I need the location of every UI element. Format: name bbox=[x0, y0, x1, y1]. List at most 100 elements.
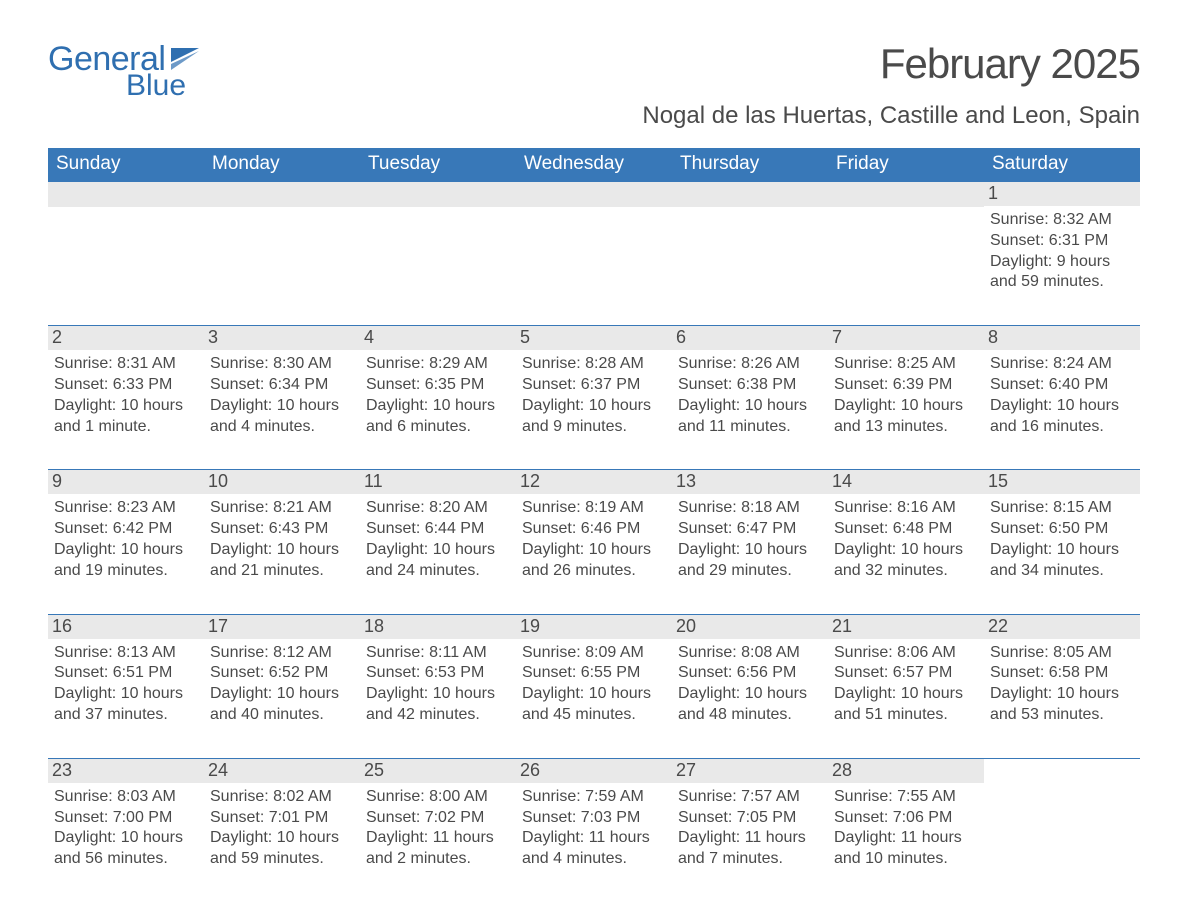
day-detail-line: Sunrise: 8:02 AM bbox=[210, 787, 354, 808]
day-detail-line: Sunset: 6:47 PM bbox=[678, 519, 822, 540]
day-detail-line: Sunset: 7:03 PM bbox=[522, 808, 666, 829]
logo-text-blue: Blue bbox=[126, 69, 186, 103]
day-detail-line: Sunrise: 8:18 AM bbox=[678, 498, 822, 519]
day-number: 12 bbox=[516, 470, 672, 494]
day-detail-line: Daylight: 10 hours and 6 minutes. bbox=[366, 396, 510, 438]
day-number: 18 bbox=[360, 615, 516, 639]
day-detail-line: Daylight: 10 hours and 42 minutes. bbox=[366, 684, 510, 726]
day-number: 6 bbox=[672, 326, 828, 350]
calendar-day-cell: 21Sunrise: 8:06 AMSunset: 6:57 PMDayligh… bbox=[828, 615, 984, 740]
day-details: Sunrise: 8:15 AMSunset: 6:50 PMDaylight:… bbox=[990, 498, 1134, 581]
weekday-header: Thursday bbox=[672, 148, 828, 182]
day-detail-line: Sunrise: 8:08 AM bbox=[678, 643, 822, 664]
day-number: 25 bbox=[360, 759, 516, 783]
day-detail-line: Sunrise: 7:59 AM bbox=[522, 787, 666, 808]
calendar-day-cell bbox=[204, 182, 360, 307]
day-number: 24 bbox=[204, 759, 360, 783]
day-details: Sunrise: 8:03 AMSunset: 7:00 PMDaylight:… bbox=[54, 787, 198, 870]
day-detail-line: Sunset: 6:51 PM bbox=[54, 663, 198, 684]
day-detail-line: Sunset: 6:56 PM bbox=[678, 663, 822, 684]
day-number: 15 bbox=[984, 470, 1140, 494]
title-block: February 2025 Nogal de las Huertas, Cast… bbox=[642, 40, 1140, 130]
day-number: 17 bbox=[204, 615, 360, 639]
day-detail-line: Daylight: 11 hours and 2 minutes. bbox=[366, 828, 510, 870]
day-detail-line: Sunset: 6:48 PM bbox=[834, 519, 978, 540]
weekday-header: Saturday bbox=[984, 148, 1140, 182]
day-detail-line: Daylight: 10 hours and 11 minutes. bbox=[678, 396, 822, 438]
day-detail-line: Sunrise: 8:03 AM bbox=[54, 787, 198, 808]
calendar-day-cell: 12 Sunrise: 8:19 AMSunset: 6:46 PMDayligh… bbox=[516, 470, 672, 595]
calendar-day-cell: 19Sunrise: 8:09 AMSunset: 6:55 PMDayligh… bbox=[516, 615, 672, 740]
calendar-day-cell bbox=[516, 182, 672, 307]
day-detail-line: Sunset: 6:52 PM bbox=[210, 663, 354, 684]
calendar-day-cell: 26Sunrise: 7:59 AMSunset: 7:03 PMDayligh… bbox=[516, 759, 672, 884]
day-detail-line: Daylight: 10 hours and 56 minutes. bbox=[54, 828, 198, 870]
day-detail-line: Sunrise: 8:06 AM bbox=[834, 643, 978, 664]
day-detail-line: Daylight: 10 hours and 29 minutes. bbox=[678, 540, 822, 582]
calendar: SundayMondayTuesdayWednesdayThursdayFrid… bbox=[48, 148, 1140, 884]
day-number: 1 bbox=[984, 182, 1140, 206]
calendar-day-cell: 18 Sunrise: 8:11 AMSunset: 6:53 PMDayligh… bbox=[360, 615, 516, 740]
day-detail-line: Sunset: 7:02 PM bbox=[366, 808, 510, 829]
day-number: 23 bbox=[48, 759, 204, 783]
day-detail-line: Daylight: 10 hours and 21 minutes. bbox=[210, 540, 354, 582]
day-detail-line: Daylight: 10 hours and 48 minutes. bbox=[678, 684, 822, 726]
calendar-day-cell: 5 Sunrise: 8:28 AMSunset: 6:37 PMDaylight… bbox=[516, 326, 672, 451]
day-details: Sunrise: 8:11 AMSunset: 6:53 PMDaylight:… bbox=[366, 643, 510, 726]
day-number: 20 bbox=[672, 615, 828, 639]
day-detail-line: Daylight: 10 hours and 37 minutes. bbox=[54, 684, 198, 726]
day-number bbox=[48, 182, 204, 207]
calendar-day-cell: 17 Sunrise: 8:12 AMSunset: 6:52 PMDayligh… bbox=[204, 615, 360, 740]
calendar-day-cell: 16Sunrise: 8:13 AMSunset: 6:51 PMDayligh… bbox=[48, 615, 204, 740]
day-detail-line: Sunset: 6:33 PM bbox=[54, 375, 198, 396]
day-detail-line: Daylight: 10 hours and 9 minutes. bbox=[522, 396, 666, 438]
calendar-day-cell bbox=[48, 182, 204, 307]
day-detail-line: Sunrise: 8:29 AM bbox=[366, 354, 510, 375]
day-detail-line: Sunset: 6:57 PM bbox=[834, 663, 978, 684]
day-detail-line: Sunset: 6:46 PM bbox=[522, 519, 666, 540]
day-detail-line: Daylight: 11 hours and 4 minutes. bbox=[522, 828, 666, 870]
day-number: 27 bbox=[672, 759, 828, 783]
calendar-day-cell: 25Sunrise: 8:00 AMSunset: 7:02 PMDayligh… bbox=[360, 759, 516, 884]
day-detail-line: Sunrise: 7:55 AM bbox=[834, 787, 978, 808]
day-details: Sunrise: 8:28 AMSunset: 6:37 PMDaylight:… bbox=[522, 354, 666, 437]
day-number bbox=[672, 182, 828, 207]
calendar-day-cell: 4Sunrise: 8:29 AMSunset: 6:35 PMDaylight… bbox=[360, 326, 516, 451]
day-number bbox=[516, 182, 672, 207]
day-detail-line: Sunset: 7:06 PM bbox=[834, 808, 978, 829]
day-detail-line: Sunrise: 8:12 AM bbox=[210, 643, 354, 664]
day-detail-line: Sunrise: 8:15 AM bbox=[990, 498, 1134, 519]
calendar-week: 9Sunrise: 8:23 AMSunset: 6:42 PMDaylight… bbox=[48, 469, 1140, 595]
weekday-header: Monday bbox=[204, 148, 360, 182]
calendar-day-cell: 14Sunrise: 8:16 AMSunset: 6:48 PMDayligh… bbox=[828, 470, 984, 595]
day-number bbox=[204, 182, 360, 207]
day-detail-line: Sunset: 6:34 PM bbox=[210, 375, 354, 396]
calendar-day-cell: 1Sunrise: 8:32 AMSunset: 6:31 PMDaylight… bbox=[984, 182, 1140, 307]
calendar-day-cell: 15 Sunrise: 8:15 AMSunset: 6:50 PMDayligh… bbox=[984, 470, 1140, 595]
day-detail-line: Sunrise: 8:25 AM bbox=[834, 354, 978, 375]
day-details: Sunrise: 8:12 AMSunset: 6:52 PMDaylight:… bbox=[210, 643, 354, 726]
day-number: 10 bbox=[204, 470, 360, 494]
day-detail-line: Sunset: 7:00 PM bbox=[54, 808, 198, 829]
day-details: Sunrise: 8:23 AMSunset: 6:42 PMDaylight:… bbox=[54, 498, 198, 581]
day-detail-line: Sunrise: 8:31 AM bbox=[54, 354, 198, 375]
calendar-week: 1Sunrise: 8:32 AMSunset: 6:31 PMDaylight… bbox=[48, 182, 1140, 307]
day-detail-line: Sunrise: 8:16 AM bbox=[834, 498, 978, 519]
location-text: Nogal de las Huertas, Castille and Leon,… bbox=[642, 102, 1140, 130]
day-details: Sunrise: 8:19 AMSunset: 6:46 PMDaylight:… bbox=[522, 498, 666, 581]
day-detail-line: Sunset: 6:37 PM bbox=[522, 375, 666, 396]
logo-flag-icon bbox=[171, 48, 199, 70]
calendar-week: 16Sunrise: 8:13 AMSunset: 6:51 PMDayligh… bbox=[48, 614, 1140, 740]
day-detail-line: Sunset: 6:43 PM bbox=[210, 519, 354, 540]
page-title: February 2025 bbox=[642, 40, 1140, 88]
day-detail-line: Sunrise: 8:23 AM bbox=[54, 498, 198, 519]
day-number: 5 bbox=[516, 326, 672, 350]
day-detail-line: Daylight: 9 hours and 59 minutes. bbox=[990, 252, 1134, 294]
weekday-header: Friday bbox=[828, 148, 984, 182]
day-detail-line: Daylight: 10 hours and 53 minutes. bbox=[990, 684, 1134, 726]
calendar-day-cell: 8Sunrise: 8:24 AMSunset: 6:40 PMDaylight… bbox=[984, 326, 1140, 451]
day-detail-line: Sunrise: 8:09 AM bbox=[522, 643, 666, 664]
day-number: 13 bbox=[672, 470, 828, 494]
day-details: Sunrise: 8:16 AMSunset: 6:48 PMDaylight:… bbox=[834, 498, 978, 581]
day-details: Sunrise: 8:06 AMSunset: 6:57 PMDaylight:… bbox=[834, 643, 978, 726]
